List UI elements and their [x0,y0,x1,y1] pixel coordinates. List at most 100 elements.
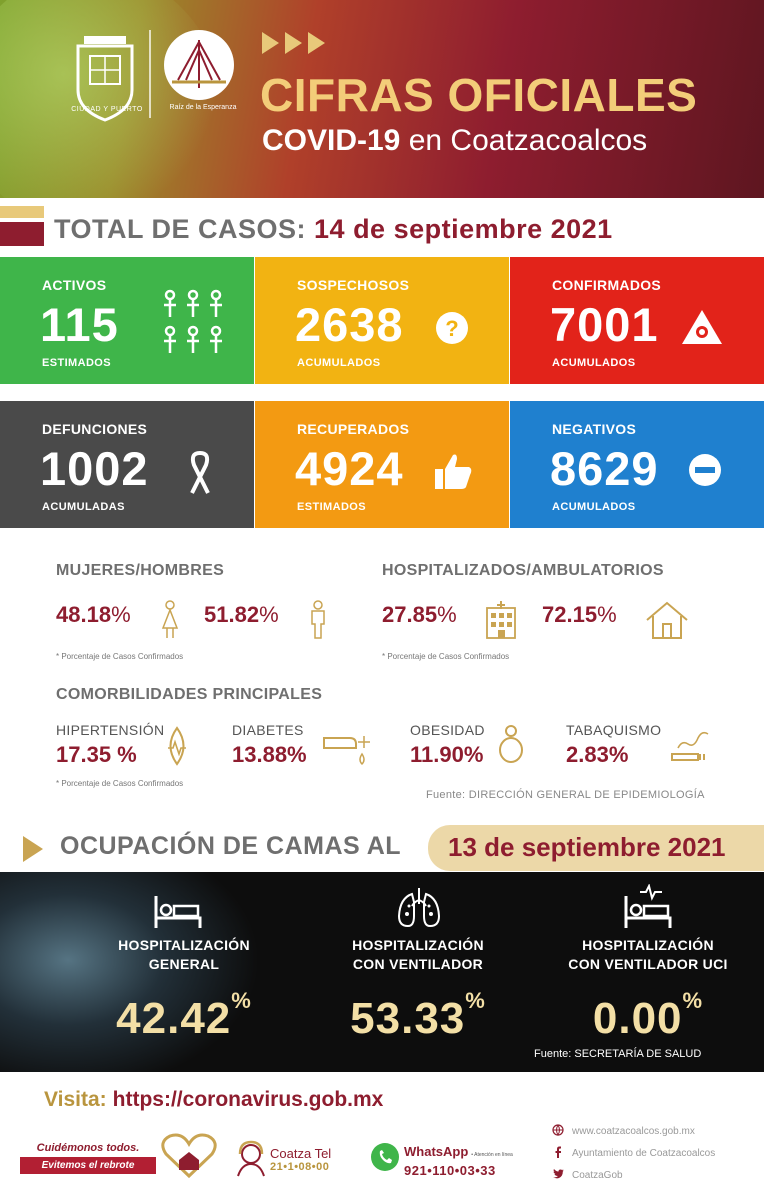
virus-warning-icon [682,310,722,344]
man-icon [311,600,325,639]
comorbidity-value: 17.35 % [56,742,137,767]
operator-headset-icon [237,1140,265,1177]
tile-negativos: NEGATIVOS 8629 ACUMULADOS [510,401,764,528]
tile-label: ACTIVOS [42,277,107,293]
epidemiology-source: Fuente: DIRECCIÓN GENERAL DE EPIDEMIOLOG… [426,789,705,801]
occupancy-value: 42.42% [116,988,252,1043]
comorbidity-value: 2.83% [566,742,629,767]
whatsapp-number[interactable]: 921•110•03•33 [404,1163,496,1178]
twitter-link[interactable]: CoatzaGob [552,1168,623,1181]
tile-sublabel: ESTIMADOS [297,501,366,513]
ambulatory-pct: 72.15% [542,602,617,627]
arrow-bullet-icon [23,836,43,862]
facebook-icon [555,1146,561,1158]
hospitalized-pct: 27.85% [382,602,457,627]
arrows-decoration [262,32,325,54]
bridge-logo [164,30,234,100]
obesity-icon [499,725,523,763]
decor-bar-red [0,222,44,246]
decor-bar-gold [0,206,44,218]
occupancy-date-pill: 13 de septiembre 2021 [428,825,764,871]
coatza-tel-number[interactable]: 21•1•08•00 [270,1161,330,1173]
tile-value: 7001 [550,298,659,351]
comorbidity-value: 13.88% [232,742,307,767]
logo-divider [149,30,151,118]
blood-pressure-icon [168,726,186,766]
main-subtitle: COVID-19 en Coatzacoalcos [262,124,648,157]
tile-sublabel: ACUMULADOS [297,357,381,369]
glucose-finger-icon [323,736,370,766]
tile-recuperados: RECUPERADOS 4924 ESTIMADOS [255,401,509,528]
health-ministry-source: Fuente: SECRETARÍA DE SALUD [534,1048,702,1060]
occupancy-label: HOSPITALIZACIÓN GENERAL [118,937,250,972]
whatsapp-label: WhatsApp [404,1144,469,1159]
tile-label: RECUPERADOS [297,421,410,437]
svg-text:?: ? [445,316,458,341]
hospital-split-title: HOSPITALIZADOS/AMBULATORIOS [382,562,664,579]
tile-label: DEFUNCIONES [42,421,148,437]
occupancy-value: 0.00% [592,988,704,1043]
smoking-icon [671,731,709,761]
comorbidity-label: OBESIDAD [410,722,485,738]
comorbidities-note: * Porcentaje de Casos Confirmados [56,779,184,788]
tile-sublabel: ACUMULADAS [42,501,125,513]
people-group-icon [164,289,222,353]
whatsapp-note: • Atención en línea [471,1152,513,1158]
occupancy-label: HOSPITALIZACIÓN CON VENTILADOR UCI [568,937,728,972]
slogan-line-1: Cuidémonos todos. [36,1142,140,1154]
question-icon: ? [436,312,468,344]
website-link[interactable]: www.coatzacoalcos.gob.mx [552,1124,695,1137]
women-pct: 48.18% [56,602,131,627]
tile-label: CONFIRMADOS [552,277,662,293]
globe-icon [552,1124,564,1136]
men-pct: 51.82% [204,602,279,627]
slogan-line-2: Evitemos el rebrote [20,1157,156,1174]
visit-url-link[interactable]: https://coronavirus.gob.mx [112,1088,384,1111]
bridge-icon [172,40,226,88]
virus-background [0,872,260,1072]
tile-confirmados: CONFIRMADOS 7001 ACUMULADOS [510,257,764,384]
minus-circle-icon [689,454,721,486]
slogan-badge: Cuidémonos todos. Evitemos el rebrote [20,1142,156,1176]
facebook-link[interactable]: Ayuntamiento de Coatzacoalcos [552,1146,715,1159]
gender-note: * Porcentaje de Casos Confirmados [56,652,184,661]
city-shield-logo [76,36,134,122]
tile-sospechosos: SOSPECHOSOS 2638 ACUMULADOS ? [255,257,509,384]
comorbidity-label: TABAQUISMO [566,722,662,738]
tile-value: 4924 [295,442,404,495]
tile-value: 2638 [295,298,404,351]
gender-title: MUJERES/HOMBRES [56,562,225,579]
thumbs-up-icon [435,454,472,489]
tile-label: SOSPECHOSOS [297,277,410,293]
house-icon [646,601,688,639]
comorbidity-value: 11.90% [410,742,484,767]
hospital-building-icon [486,601,516,639]
tile-value: 8629 [550,442,659,495]
occupancy-title: OCUPACIÓN DE CAMAS AL [60,832,402,860]
woman-icon [161,600,179,638]
logo-caption-bridge: Raíz de la Esperanza [169,104,237,111]
whatsapp-icon [371,1143,399,1171]
comorbidity-label: DIABETES [232,722,304,738]
coatza-tel-label: Coatza Tel [270,1146,332,1161]
tile-sublabel: ESTIMADOS [42,357,111,369]
occupancy-panel: HOSPITALIZACIÓN GENERAL 42.42% HOSPITALIZ… [0,872,764,1072]
hospital-split-note: * Porcentaje de Casos Confirmados [382,652,510,661]
comorbidity-label: HIPERTENSIÓN [56,722,165,738]
coatza-tel: Coatza Tel 21•1•08•00 [270,1146,331,1173]
icu-bed-monitor-icon [624,884,672,928]
tile-value: 115 [40,298,119,351]
tile-label: NEGATIVOS [552,421,637,437]
main-title: CIFRAS OFICIALES [260,69,698,121]
occupancy-date: 13 de septiembre 2021 [448,832,726,862]
lungs-icon [397,888,441,928]
occupancy-label: HOSPITALIZACIÓN CON VENTILADOR [352,937,484,972]
logo-caption-city: CIUDAD Y PUERTO [71,106,143,113]
heart-home-icon [161,1133,217,1179]
bed-icon [154,896,202,928]
whatsapp-contact: WhatsApp • Atención en línea 921•110•03•3… [404,1144,513,1178]
twitter-icon [553,1169,564,1179]
occupancy-value: 53.33% [350,988,486,1043]
tile-activos: ACTIVOS 115 ESTIMADOS [0,257,254,384]
